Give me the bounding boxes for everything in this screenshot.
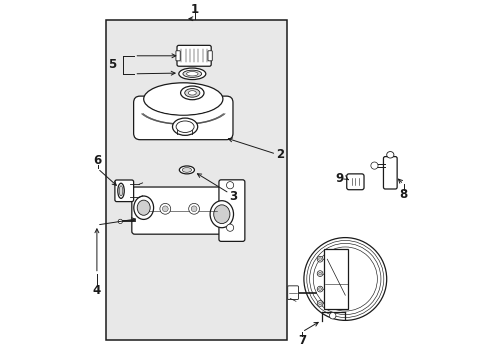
- Circle shape: [317, 301, 322, 306]
- Circle shape: [188, 203, 199, 214]
- FancyBboxPatch shape: [133, 96, 232, 140]
- FancyBboxPatch shape: [177, 45, 211, 66]
- Text: 8: 8: [399, 188, 407, 201]
- Text: 5: 5: [108, 58, 116, 71]
- Circle shape: [317, 256, 322, 262]
- Ellipse shape: [147, 87, 219, 114]
- Circle shape: [318, 288, 321, 291]
- Circle shape: [329, 312, 335, 319]
- Circle shape: [318, 258, 321, 261]
- Text: 2: 2: [276, 148, 284, 161]
- FancyBboxPatch shape: [383, 157, 396, 189]
- Ellipse shape: [134, 196, 153, 220]
- Circle shape: [317, 286, 322, 292]
- Circle shape: [303, 238, 386, 320]
- Circle shape: [370, 162, 377, 169]
- Ellipse shape: [179, 68, 205, 80]
- Ellipse shape: [182, 168, 191, 172]
- Bar: [323, 249, 347, 309]
- Text: 9: 9: [335, 172, 344, 185]
- Ellipse shape: [180, 86, 203, 100]
- Ellipse shape: [213, 205, 229, 224]
- Ellipse shape: [179, 166, 194, 174]
- Circle shape: [318, 272, 321, 275]
- Circle shape: [317, 271, 322, 276]
- Text: 1: 1: [190, 3, 199, 15]
- FancyBboxPatch shape: [346, 174, 363, 190]
- Ellipse shape: [176, 121, 194, 132]
- Ellipse shape: [172, 118, 197, 135]
- Ellipse shape: [118, 183, 124, 198]
- Ellipse shape: [137, 200, 150, 215]
- Ellipse shape: [183, 70, 201, 77]
- Circle shape: [160, 203, 170, 214]
- Ellipse shape: [119, 186, 122, 196]
- Text: 6: 6: [93, 154, 102, 167]
- Circle shape: [226, 224, 233, 231]
- Ellipse shape: [188, 91, 196, 95]
- Bar: [106, 20, 286, 340]
- Text: 7: 7: [297, 334, 305, 347]
- Text: 4: 4: [93, 284, 101, 297]
- Text: 3: 3: [228, 190, 237, 203]
- Ellipse shape: [143, 83, 223, 115]
- Ellipse shape: [210, 201, 233, 228]
- Circle shape: [191, 206, 197, 212]
- FancyBboxPatch shape: [219, 180, 244, 242]
- Circle shape: [162, 206, 168, 212]
- Ellipse shape: [184, 89, 200, 97]
- Circle shape: [318, 302, 321, 305]
- Circle shape: [118, 219, 122, 224]
- Ellipse shape: [386, 152, 393, 158]
- Ellipse shape: [186, 72, 198, 76]
- FancyBboxPatch shape: [132, 187, 242, 234]
- Circle shape: [226, 181, 233, 189]
- FancyBboxPatch shape: [115, 180, 133, 202]
- FancyBboxPatch shape: [176, 51, 180, 61]
- FancyBboxPatch shape: [287, 286, 298, 300]
- FancyBboxPatch shape: [207, 51, 212, 61]
